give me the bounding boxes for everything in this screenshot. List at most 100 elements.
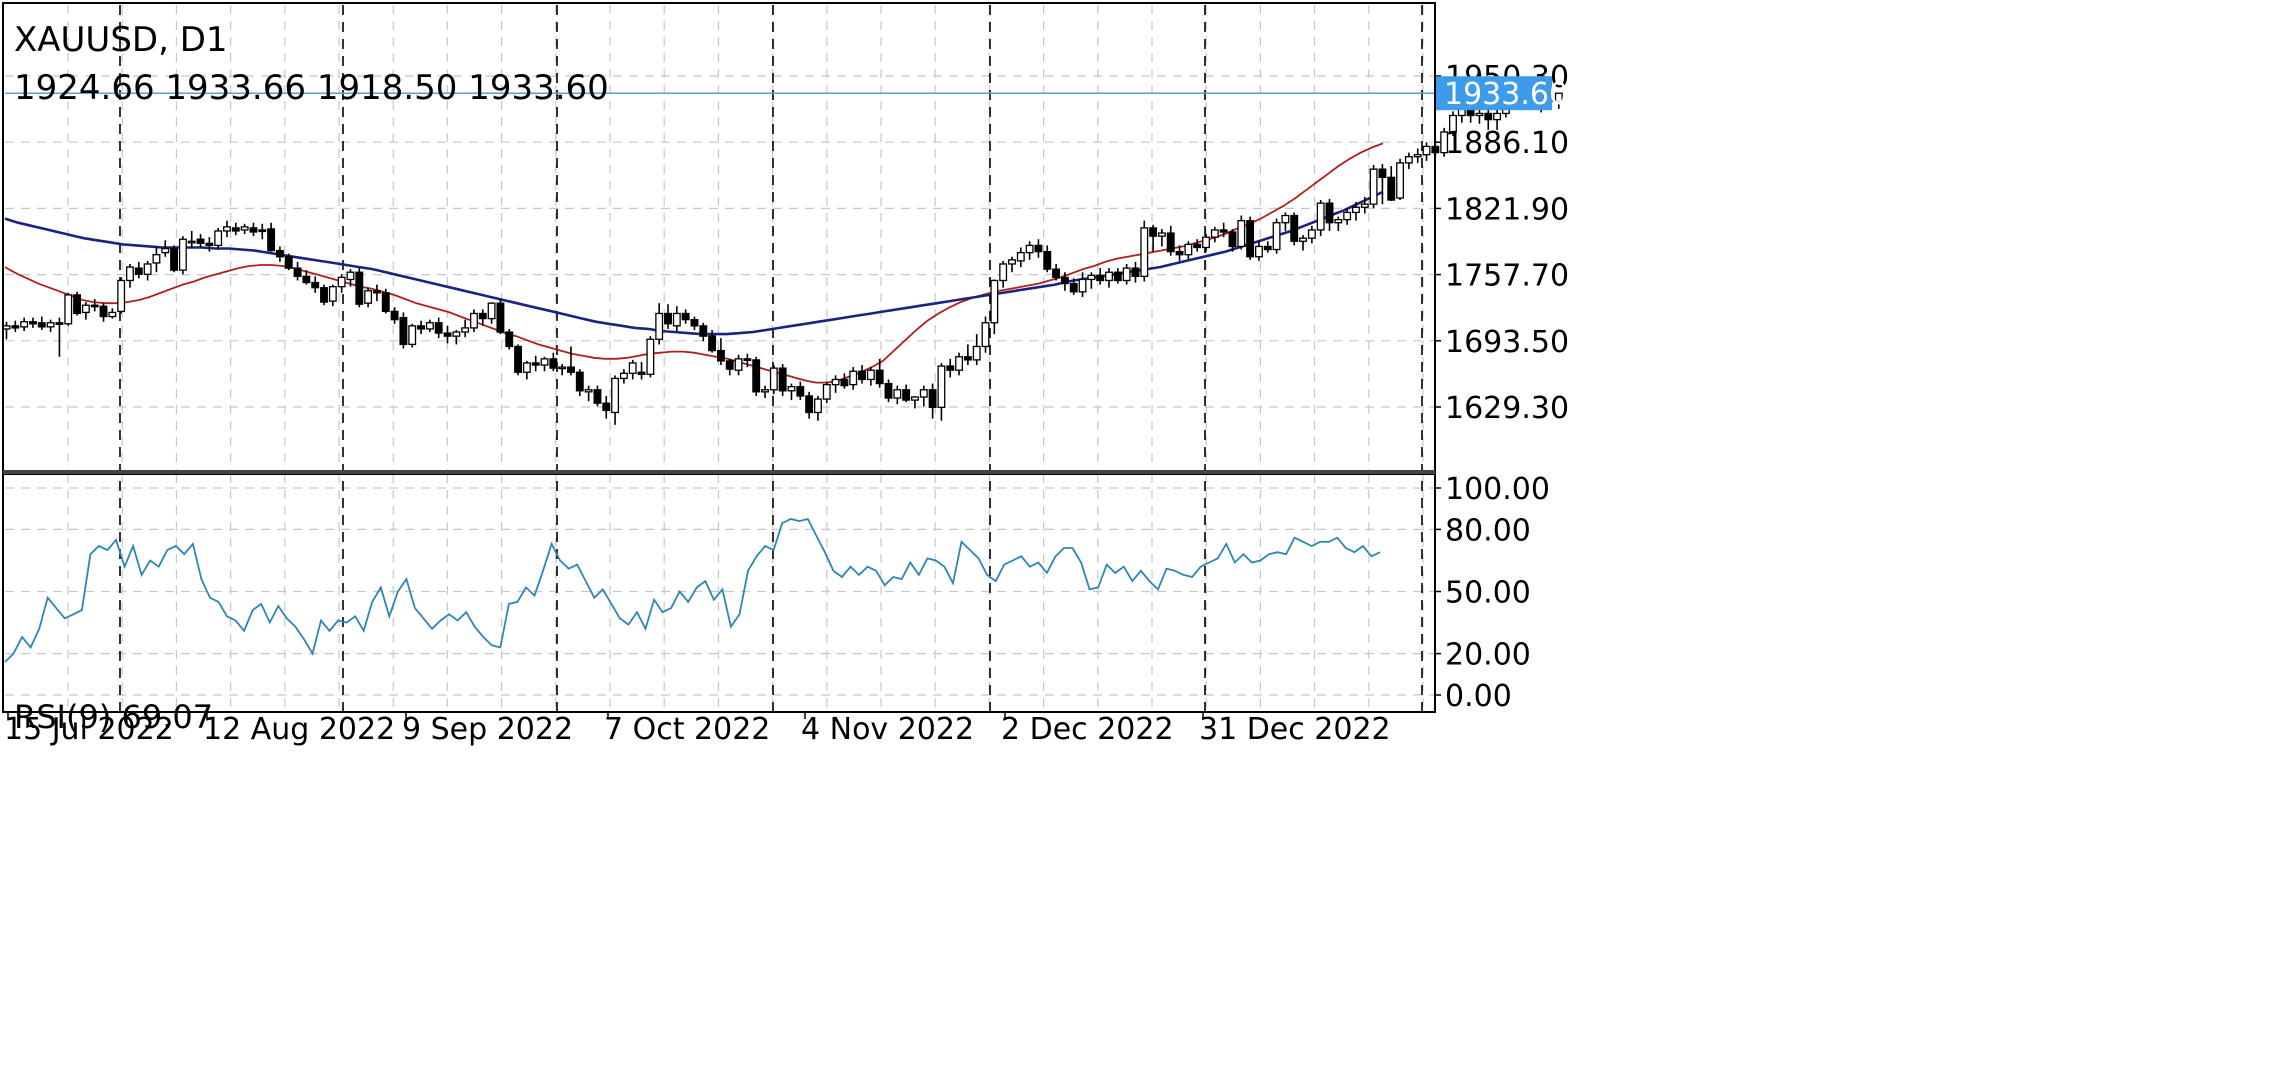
- candle-body-bull: [787, 386, 796, 392]
- candle-body-bull: [1202, 236, 1210, 249]
- candle: [81, 302, 90, 320]
- candle: [372, 284, 381, 302]
- candle-body-bear: [1193, 243, 1202, 249]
- candle-body-bull: [1475, 112, 1484, 117]
- price-tick-label: 1757.70: [1445, 259, 1569, 294]
- candle-body-bull: [1422, 145, 1431, 156]
- candle-body-bull: [117, 279, 126, 313]
- candle-body-bear: [293, 267, 302, 278]
- candle: [37, 316, 46, 330]
- candle-body-bull: [452, 331, 461, 337]
- candle-body-bull: [408, 325, 417, 346]
- candle: [805, 391, 814, 419]
- candle: [231, 222, 240, 236]
- candle-body-bull: [831, 378, 840, 386]
- candle-body-bear: [302, 275, 311, 284]
- candle: [1166, 225, 1175, 256]
- candle-body-bull: [558, 366, 567, 370]
- candle-body-bear: [840, 378, 849, 387]
- candle-body-bear: [231, 227, 240, 232]
- candle-body-bear: [1113, 271, 1122, 282]
- candle-body-bull: [655, 312, 664, 340]
- price-tick-label: 1693.50: [1445, 325, 1569, 360]
- candle-body-bull: [187, 240, 196, 244]
- candle: [1413, 148, 1422, 163]
- candle-body-bear: [664, 312, 672, 325]
- candle: [655, 303, 664, 345]
- candle: [1043, 245, 1052, 273]
- candle: [752, 356, 761, 396]
- candle: [11, 320, 20, 333]
- candle: [1475, 109, 1484, 124]
- panel-frames: [2, 2, 1436, 713]
- candle-body-bull: [1237, 220, 1246, 248]
- candle-body-bull: [214, 230, 223, 247]
- candle: [1246, 216, 1255, 260]
- candle-body-bull: [108, 311, 117, 318]
- candle-body-bull: [646, 338, 655, 375]
- candle-body-bull: [470, 312, 478, 329]
- candle-body-bull: [152, 254, 161, 264]
- candle-body-bear: [284, 256, 293, 269]
- candle: [911, 395, 919, 409]
- candle: [1149, 224, 1158, 252]
- candle: [1343, 208, 1352, 225]
- candle-body-bull: [1413, 154, 1422, 158]
- candle: [1493, 109, 1502, 130]
- candle-body-bear: [725, 360, 734, 370]
- candle-body-bull: [1157, 232, 1166, 237]
- candle: [126, 263, 134, 288]
- candle-body-bull: [1554, 92, 1563, 104]
- candle-body-bear: [1166, 232, 1175, 253]
- candle: [399, 312, 408, 349]
- candle-body-bear: [90, 304, 99, 308]
- candle-body-bull: [328, 286, 337, 302]
- candle: [902, 384, 911, 403]
- candle-body-bear: [575, 371, 584, 392]
- candle: [1554, 92, 1563, 109]
- candle-body-bear: [205, 242, 214, 247]
- candle: [1140, 220, 1149, 282]
- candle: [1369, 164, 1378, 209]
- candle: [170, 245, 179, 273]
- candle-body-bear: [1096, 274, 1105, 282]
- candle-body-bear: [1325, 202, 1334, 224]
- candle-body-bull: [364, 290, 373, 304]
- candle-body-bear: [549, 358, 558, 369]
- candle: [1254, 241, 1263, 261]
- candle-body-bear: [1069, 282, 1078, 293]
- candle: [716, 338, 725, 366]
- candle: [708, 329, 717, 353]
- candle-body-bear: [11, 325, 20, 329]
- candle: [55, 317, 64, 357]
- candle-body-bear: [381, 292, 390, 313]
- candle: [117, 277, 126, 314]
- candle-body-bull: [1299, 237, 1307, 242]
- symbol-title: XAUUSD, D1: [14, 20, 228, 60]
- candle-body-bear: [858, 370, 866, 381]
- candle-body-bear: [708, 335, 717, 352]
- candle-body-bear: [699, 325, 708, 337]
- candle-body-bull: [1369, 168, 1378, 205]
- moving-averages: [4, 92, 1435, 384]
- candle-body-bear: [1034, 244, 1043, 253]
- candle: [1334, 216, 1343, 231]
- candle-body-bear: [417, 325, 425, 330]
- grid-layer: [5, 5, 1435, 712]
- candle: [1404, 152, 1413, 170]
- candle: [328, 284, 337, 307]
- candle: [355, 267, 364, 308]
- candle-body-bear: [55, 322, 64, 325]
- candle-body-bull: [981, 322, 990, 348]
- candle-body-bear: [1052, 268, 1061, 279]
- candle: [681, 309, 690, 324]
- candle: [963, 344, 972, 366]
- candle: [240, 223, 249, 235]
- candle: [822, 381, 831, 404]
- candle-body-bear: [1387, 176, 1396, 201]
- candle: [787, 383, 796, 401]
- candle-body-bull: [849, 370, 858, 386]
- candle-body-bull: [1122, 267, 1131, 282]
- candle-body-bear: [275, 249, 284, 258]
- candle: [311, 276, 320, 293]
